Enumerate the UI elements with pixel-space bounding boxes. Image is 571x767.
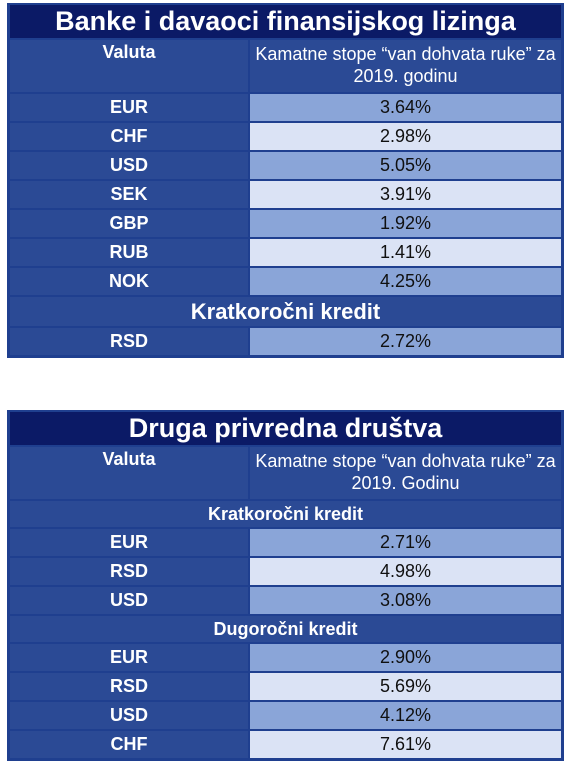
short-term-credit-section-header: Kratkoročni kredit bbox=[10, 297, 561, 326]
table-row: CHF 7.61% bbox=[10, 731, 561, 758]
currency-cell: EUR bbox=[10, 529, 248, 556]
rate-cell: 2.72% bbox=[250, 328, 561, 355]
other-companies-rates-table: Druga privredna društva Valuta Kamatne s… bbox=[7, 410, 564, 761]
banks-leasing-rates-table: Banke i davaoci finansijskog lizinga Val… bbox=[7, 3, 564, 358]
rate-cell: 4.12% bbox=[250, 702, 561, 729]
table-row: SEK 3.91% bbox=[10, 181, 561, 208]
short-term-credit-section-header: Kratkoročni kredit bbox=[10, 501, 561, 527]
rate-column-header: Kamatne stope “van dohvata ruke” za 2019… bbox=[250, 40, 561, 92]
currency-cell: RSD bbox=[10, 328, 248, 355]
table-title: Druga privredna društva bbox=[10, 412, 561, 445]
rate-cell: 7.61% bbox=[250, 731, 561, 758]
currency-cell: GBP bbox=[10, 210, 248, 237]
rate-cell: 4.98% bbox=[250, 558, 561, 585]
rate-cell: 5.69% bbox=[250, 673, 561, 700]
table-row: USD 5.05% bbox=[10, 152, 561, 179]
table-row: RSD 5.69% bbox=[10, 673, 561, 700]
rate-cell: 3.08% bbox=[250, 587, 561, 614]
rate-cell: 2.98% bbox=[250, 123, 561, 150]
rate-cell: 5.05% bbox=[250, 152, 561, 179]
currency-cell: USD bbox=[10, 152, 248, 179]
currency-cell: RSD bbox=[10, 673, 248, 700]
table-row: GBP 1.92% bbox=[10, 210, 561, 237]
currency-cell: RSD bbox=[10, 558, 248, 585]
currency-column-header: Valuta bbox=[10, 40, 248, 92]
currency-cell: SEK bbox=[10, 181, 248, 208]
rate-column-header: Kamatne stope “van dohvata ruke” za 2019… bbox=[250, 447, 561, 499]
table-header: Valuta Kamatne stope “van dohvata ruke” … bbox=[10, 447, 561, 499]
currency-cell: CHF bbox=[10, 123, 248, 150]
currency-cell: NOK bbox=[10, 268, 248, 295]
currency-cell: RUB bbox=[10, 239, 248, 266]
table-row: USD 3.08% bbox=[10, 587, 561, 614]
table-row: RSD 2.72% bbox=[10, 328, 561, 355]
table-row: RSD 4.98% bbox=[10, 558, 561, 585]
rate-cell: 1.41% bbox=[250, 239, 561, 266]
table-row: EUR 2.90% bbox=[10, 644, 561, 671]
currency-cell: USD bbox=[10, 587, 248, 614]
currency-cell: CHF bbox=[10, 731, 248, 758]
table-row: EUR 3.64% bbox=[10, 94, 561, 121]
rate-cell: 1.92% bbox=[250, 210, 561, 237]
long-term-credit-section-header: Dugoročni kredit bbox=[10, 616, 561, 642]
table-header: Valuta Kamatne stope “van dohvata ruke” … bbox=[10, 40, 561, 92]
currency-cell: USD bbox=[10, 702, 248, 729]
rate-cell: 3.91% bbox=[250, 181, 561, 208]
rate-cell: 4.25% bbox=[250, 268, 561, 295]
rate-cell: 2.90% bbox=[250, 644, 561, 671]
table-row: RUB 1.41% bbox=[10, 239, 561, 266]
currency-column-header: Valuta bbox=[10, 447, 248, 499]
table-row: CHF 2.98% bbox=[10, 123, 561, 150]
rate-cell: 3.64% bbox=[250, 94, 561, 121]
currency-cell: EUR bbox=[10, 94, 248, 121]
table-title: Banke i davaoci finansijskog lizinga bbox=[10, 5, 561, 38]
rate-cell: 2.71% bbox=[250, 529, 561, 556]
table-row: USD 4.12% bbox=[10, 702, 561, 729]
currency-cell: EUR bbox=[10, 644, 248, 671]
table-row: EUR 2.71% bbox=[10, 529, 561, 556]
table-row: NOK 4.25% bbox=[10, 268, 561, 295]
